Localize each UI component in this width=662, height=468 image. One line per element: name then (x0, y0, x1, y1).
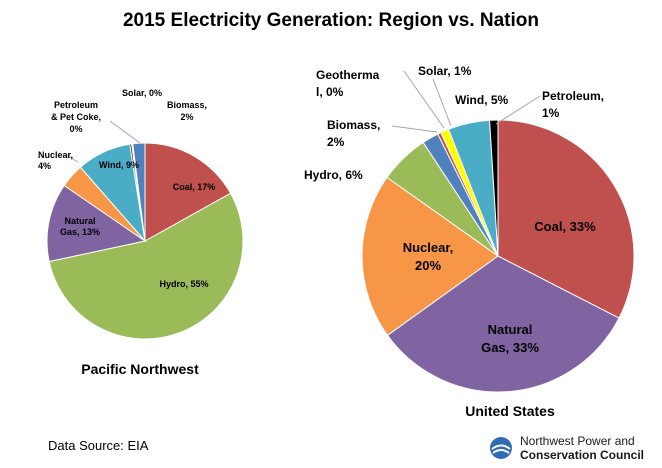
us-label-petroleum: Petroleum, 1% (542, 89, 604, 120)
pnw-label-biomass: Biomass, 2% (167, 100, 207, 122)
pnw-slice-biomass (132, 142, 146, 242)
data-source-note: Data Source: EIA (48, 438, 149, 453)
pnw-label-solar: Solar, 0% (122, 88, 162, 98)
pie-title-united-states: United States (465, 403, 555, 419)
council-logo: Northwest Power and Conservation Council (489, 434, 644, 462)
pnw-slice-hydro (48, 192, 244, 340)
pnw-label-hydro: Hydro, 55% (159, 279, 208, 289)
us-label-coal: Coal, 33% (534, 219, 596, 234)
pnw-label-wind: Wind, 9% (99, 160, 139, 170)
us-slice-petroleum (489, 119, 499, 257)
us-leader-petroleum (495, 95, 541, 125)
us-leader-geothermal (403, 70, 445, 129)
us-label-geothermal: Geotherma l, 0% (316, 68, 380, 99)
council-logo-icon (490, 437, 512, 459)
pie-pacific-northwest (46, 142, 244, 340)
pnw-label-petroleum-pet-coke: Petroleum & Pet Coke, 0% (51, 100, 101, 134)
logo-line-1: Northwest Power and (520, 434, 635, 448)
pie-united-states (361, 119, 635, 393)
pnw-leader-petroleum-pet-coke (109, 120, 141, 144)
logo-line-2: Conservation Council (520, 448, 645, 462)
pie-united-states-labels: Coal, 33% Natural Gas, 33% Nuclear, 20% Hydro… (304, 64, 604, 355)
us-leader-biomass (391, 125, 438, 133)
pie-pacific-northwest-labels: Coal, 17% Hydro, 55% Natural Gas, 13% Nuclea… (38, 88, 215, 289)
pnw-slice-natural-gas (46, 184, 147, 263)
us-slice-natural-gas (386, 255, 620, 393)
us-label-solar: Solar, 1% (418, 64, 472, 78)
pnw-label-coal: Coal, 17% (173, 182, 216, 192)
us-label-nuclear: Nuclear, 20% (403, 240, 454, 273)
pie-title-pacific-northwest: Pacific Northwest (81, 361, 199, 377)
us-label-hydro: Hydro, 6% (304, 168, 363, 182)
us-label-wind: Wind, 5% (455, 93, 509, 107)
us-slice-coal (497, 119, 635, 319)
us-label-natural-gas: Natural Gas, 33% (481, 322, 539, 355)
pnw-leader-nuclear (65, 154, 79, 163)
us-slice-nuclear (361, 176, 499, 337)
pnw-label-nuclear: Nuclear, 4% (38, 150, 73, 171)
pnw-slice-coal (144, 142, 232, 242)
pnw-label-natural-gas: Natural Gas, 13% (60, 216, 100, 237)
chart-title: 2015 Electricity Generation: Region vs. … (122, 10, 539, 31)
us-leader-solar (432, 78, 452, 127)
us-label-biomass: Biomass, 2% (327, 118, 380, 149)
